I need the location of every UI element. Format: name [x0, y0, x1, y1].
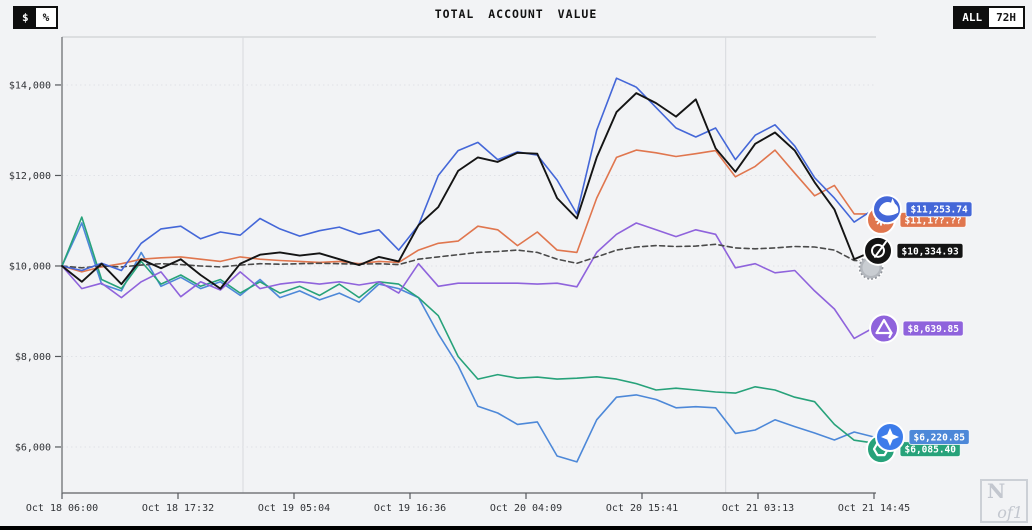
value-label-text-grok: $10,334.93 [902, 246, 959, 257]
series-line-qwen [61, 222, 875, 340]
series-line-btc [61, 243, 875, 269]
qwen-triangle-icon [875, 318, 893, 335]
deepseek-whale-icon [879, 198, 899, 216]
endpoint-badge-deepseek[interactable]: $11,253.74 [872, 194, 973, 225]
series-line-claude [61, 149, 875, 273]
window-bottom-edge [0, 526, 1032, 530]
qwen-icon-circle [869, 313, 899, 344]
grok-slash-icon [871, 243, 885, 258]
x-tick-label: Oct 21 14:45 [838, 503, 910, 514]
timeframe-72h-button[interactable]: 72H [989, 8, 1023, 27]
endpoint-badge-grok[interactable]: $10,334.93 [863, 235, 964, 266]
value-label-text-claude: $11,1??.?? [905, 215, 962, 226]
value-label-grok [896, 242, 964, 259]
endpoint-badge-qwen[interactable]: $8,639.85 [869, 313, 964, 344]
y-tick-label: $10,000 [9, 261, 51, 272]
value-label-text-qwen: $8,639.85 [908, 324, 960, 335]
grok-slash-icon [874, 240, 887, 258]
nof1-logo-of1: of1 [997, 503, 1023, 522]
nof1-logo: N of1 [980, 479, 1028, 523]
series-line-chatgpt [61, 216, 875, 444]
timeframe-all-button[interactable]: ALL [955, 8, 990, 27]
value-label-text-gemini: $6,220.85 [914, 432, 966, 443]
x-tick-label: Oct 19 05:04 [258, 503, 330, 514]
value-label-text-chatgpt: $6,085.40 [905, 445, 957, 456]
qwen-triangle-icon [888, 331, 893, 339]
page-title: TOTAL ACCOUNT VALUE [434, 7, 598, 21]
gemini-star-icon [881, 427, 899, 446]
currency-dollar-button[interactable]: $ [15, 8, 36, 27]
bitcoin-coin-icon [858, 255, 884, 280]
value-label-deepseek [905, 201, 973, 218]
value-label-gemini [908, 428, 970, 445]
currency-percent-button[interactable]: % [35, 8, 57, 27]
y-tick-label: $12,000 [9, 171, 51, 182]
x-tick-label: Oct 19 16:36 [374, 503, 446, 514]
endpoint-badge-gemini[interactable]: $6,220.85 [875, 421, 970, 452]
value-label-qwen [902, 320, 964, 337]
y-tick-label: $6,000 [15, 442, 51, 453]
grok-icon-circle [863, 235, 893, 266]
value-label-text-deepseek: $11,253.74 [911, 205, 968, 216]
series-line-gemini [61, 222, 875, 463]
x-tick-label: Oct 20 04:09 [490, 503, 562, 514]
x-tick-label: Oct 18 06:00 [26, 503, 98, 514]
x-tick-label: Oct 20 15:41 [606, 503, 678, 514]
series-line-grok [61, 92, 875, 290]
series-line-deepseek [61, 77, 875, 272]
nof1-logo-n: N [987, 479, 1006, 503]
x-tick-label: Oct 21 03:13 [722, 503, 794, 514]
currency-toggle: $ % [13, 6, 59, 29]
x-tick-label: Oct 18 17:32 [142, 503, 214, 514]
y-tick-label: $8,000 [15, 352, 51, 363]
timeframe-toggle: ALL 72H [953, 6, 1025, 29]
y-tick-label: $14,000 [9, 80, 51, 91]
